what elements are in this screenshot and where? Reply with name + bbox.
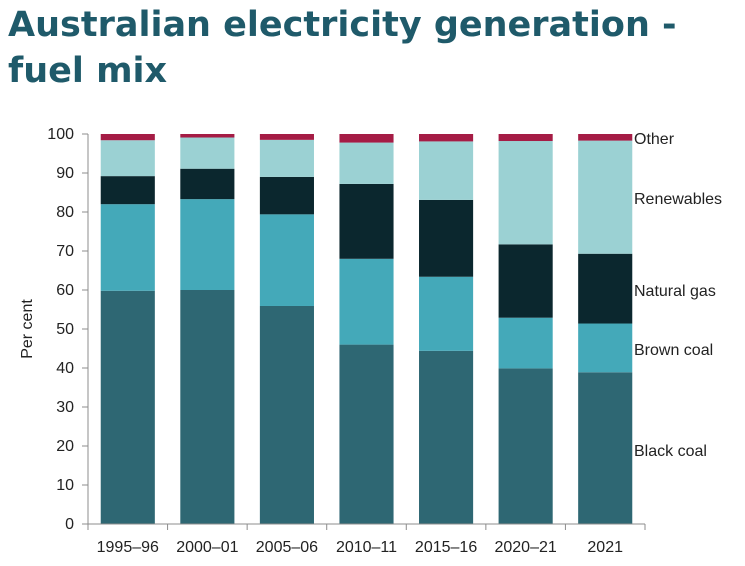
bar-segment-renewables	[180, 137, 235, 169]
bar-segment-black-coal	[259, 305, 314, 524]
bar-segment-other	[180, 134, 235, 138]
bar-segment-natural-gas	[180, 168, 235, 200]
bar-segment-black-coal	[498, 368, 553, 524]
bar-segment-other	[578, 134, 633, 141]
y-tick-label: 100	[47, 126, 74, 143]
bars	[100, 134, 633, 524]
x-tick-label: 2015–16	[415, 539, 477, 556]
bar-segment-brown-coal	[100, 204, 155, 291]
bar-segment-other	[419, 134, 474, 142]
bar-segment-brown-coal	[498, 317, 553, 369]
y-axis: 0 10 20 30 40 50 60 70 80 90 100	[47, 126, 89, 533]
bar-segment-natural-gas	[498, 244, 553, 318]
bar-segment-brown-coal	[180, 199, 235, 290]
bar-segment-renewables	[259, 139, 314, 177]
bar-segment-natural-gas	[100, 176, 155, 205]
bar-segment-renewables	[419, 141, 474, 200]
y-tick-label: 40	[56, 360, 74, 377]
x-tick-label: 1995–96	[97, 539, 159, 556]
y-tick-label: 90	[56, 165, 74, 182]
bar-segment-natural-gas	[259, 176, 314, 215]
bar-segment-renewables	[578, 140, 633, 254]
bar-segment-other	[498, 134, 553, 142]
bar-segment-renewables	[498, 141, 553, 245]
bar-segment-natural-gas	[339, 183, 394, 259]
bar-segment-brown-coal	[259, 214, 314, 306]
y-tick-label: 60	[56, 282, 74, 299]
bar-segment-brown-coal	[419, 276, 474, 351]
bar-segment-natural-gas	[578, 253, 633, 324]
bar-segment-other	[100, 134, 155, 141]
bar-segment-renewables	[100, 140, 155, 177]
y-tick-label: 80	[56, 204, 74, 221]
bar-segment-other	[259, 134, 314, 140]
bar-segment-renewables	[339, 142, 394, 184]
bar-segment-brown-coal	[339, 258, 394, 345]
x-tick-label: 2005–06	[256, 539, 318, 556]
y-tick-label: 10	[56, 477, 74, 494]
x-tick-label: 2021	[587, 539, 623, 556]
bar-segment-brown-coal	[578, 323, 633, 373]
y-axis-label: Per cent	[19, 299, 36, 359]
legend-label: Black coal	[634, 443, 707, 460]
y-tick-label: 20	[56, 438, 74, 455]
bar-segment-black-coal	[339, 344, 394, 524]
bar-segment-black-coal	[578, 372, 633, 524]
legend-label: Other	[634, 131, 675, 148]
x-axis: 1995–96 2000–01 2005–06 2010–11 2015–16 2020–…	[87, 523, 646, 556]
y-tick-label: 0	[65, 516, 74, 533]
y-tick-label: 70	[56, 243, 74, 260]
x-tick-label: 2010–11	[336, 539, 397, 556]
bar-segment-other	[339, 134, 394, 143]
y-tick-label: 30	[56, 399, 74, 416]
legend: Black coal Brown coal Natural gas Renewable…	[634, 131, 722, 460]
x-tick-label: 2020–21	[494, 539, 556, 556]
bar-segment-black-coal	[100, 290, 155, 524]
legend-label: Renewables	[634, 191, 722, 208]
legend-label: Natural gas	[634, 283, 716, 300]
legend-label: Brown coal	[634, 342, 713, 359]
bar-segment-black-coal	[180, 290, 235, 524]
x-tick-label: 2000–01	[176, 539, 238, 556]
chart-title: Australian electricity generation - fuel…	[8, 5, 677, 91]
y-tick-label: 50	[56, 321, 74, 338]
bar-segment-natural-gas	[419, 199, 474, 277]
bar-segment-black-coal	[419, 350, 474, 524]
